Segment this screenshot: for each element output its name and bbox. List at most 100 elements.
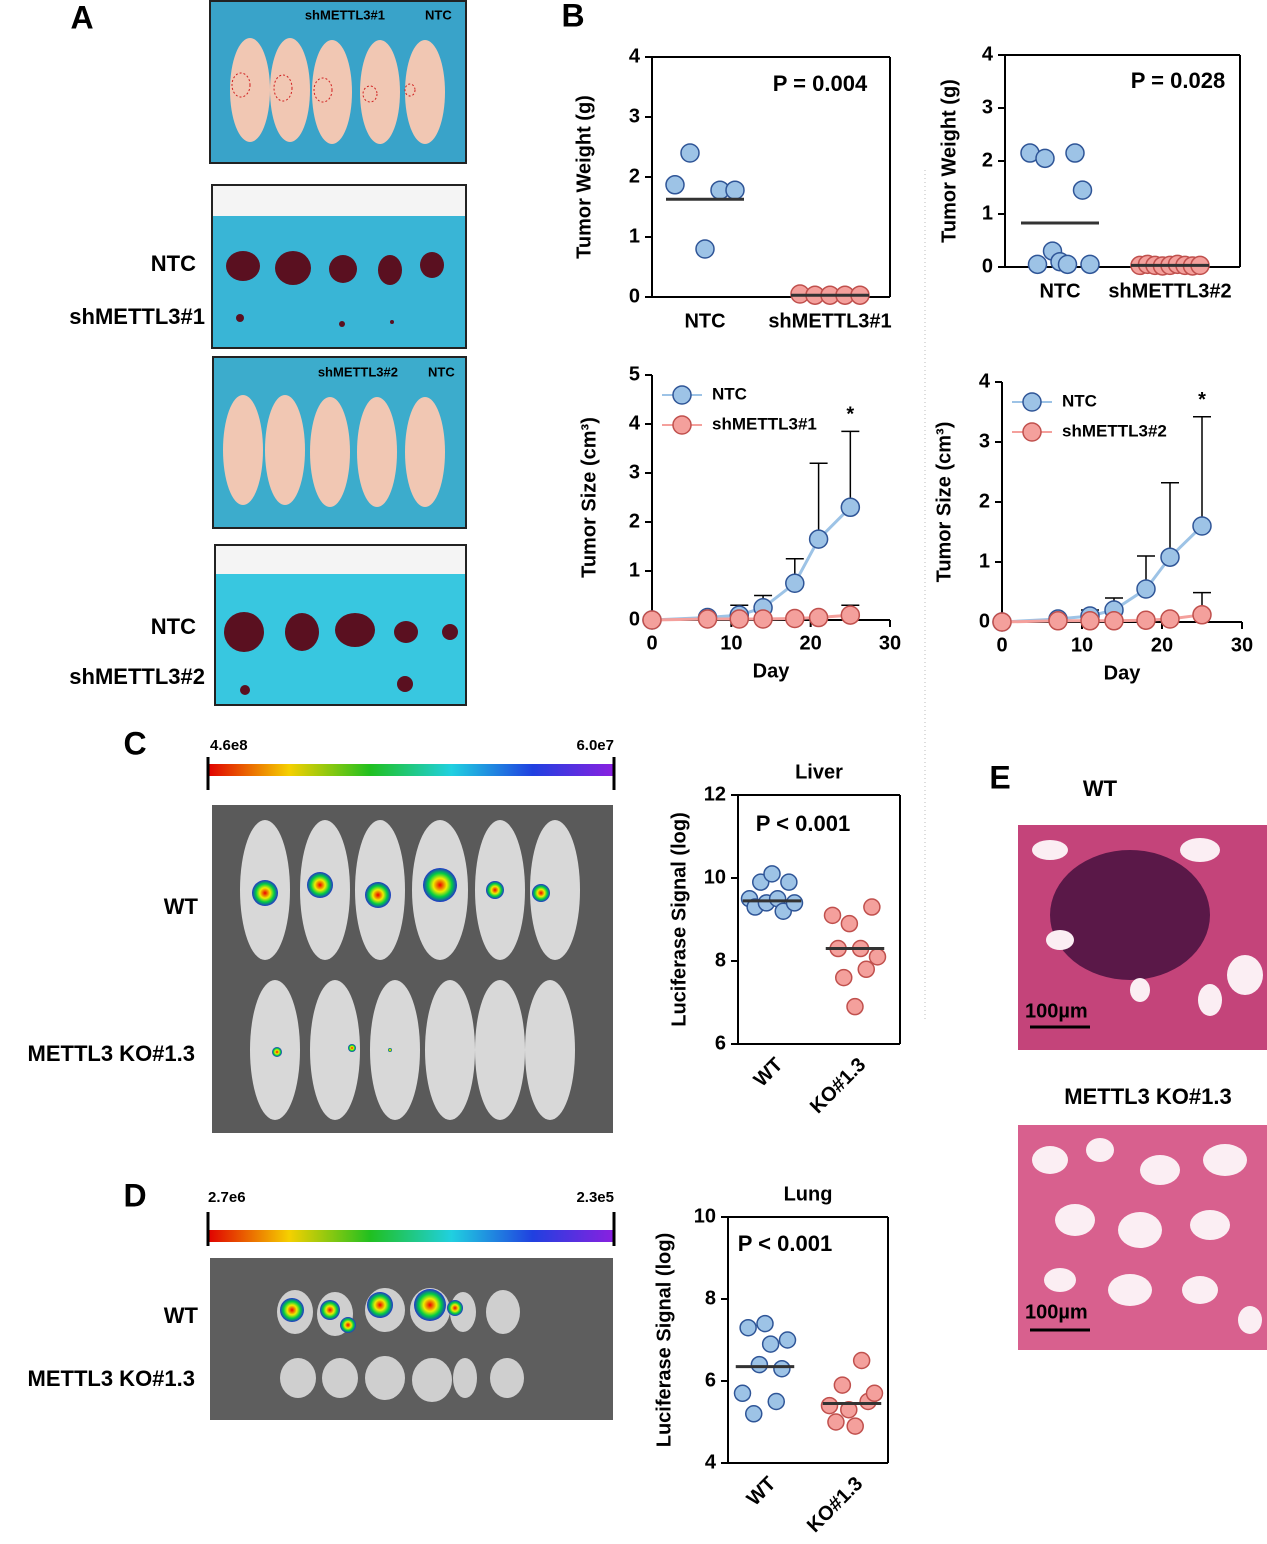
data-point bbox=[1080, 254, 1100, 275]
data-point bbox=[833, 1376, 852, 1394]
data-point bbox=[680, 143, 700, 163]
x-tick-label: 0 bbox=[646, 632, 657, 654]
data-point bbox=[1027, 254, 1048, 275]
p-value: P < 0.001 bbox=[756, 811, 850, 836]
data-point bbox=[1035, 148, 1055, 169]
data-point bbox=[840, 914, 859, 933]
y-tick-label: 3 bbox=[979, 430, 990, 452]
x-tick-label: KO#1.3 bbox=[806, 1054, 870, 1118]
photo-legend: shMETTL3#1 bbox=[305, 7, 385, 22]
y-tick-label: 1 bbox=[629, 225, 640, 247]
data-point bbox=[1104, 611, 1124, 631]
x-tick-label: shMETTL3#2 bbox=[1108, 280, 1231, 302]
data-point bbox=[642, 610, 662, 630]
photo-imaging-lung bbox=[210, 1258, 613, 1420]
data-point bbox=[1136, 610, 1156, 630]
y-tick-label: 1 bbox=[982, 202, 993, 224]
y-tick-label: 6 bbox=[705, 1369, 716, 1391]
row-label: NTC bbox=[151, 251, 196, 276]
x-tick-label: 30 bbox=[1231, 634, 1253, 656]
data-point bbox=[745, 1405, 763, 1423]
y-tick-label: 1 bbox=[979, 550, 990, 572]
row-label: WT bbox=[164, 1303, 199, 1328]
scale-label: 2.3e5 bbox=[576, 1189, 614, 1206]
x-axis-label: Day bbox=[1104, 662, 1142, 684]
x-tick-label: 20 bbox=[1151, 634, 1173, 656]
data-point bbox=[733, 1384, 752, 1403]
row-label: shMETTL3#1 bbox=[69, 304, 205, 329]
photo-imaging-liver bbox=[212, 805, 613, 1133]
data-point bbox=[840, 497, 861, 518]
data-point bbox=[863, 898, 881, 916]
x-tick-label: 0 bbox=[996, 634, 1007, 656]
color-bar bbox=[206, 1212, 616, 1246]
data-point bbox=[763, 865, 781, 883]
y-tick-label: 2 bbox=[982, 149, 993, 171]
data-point bbox=[1065, 143, 1085, 163]
significance: * bbox=[1198, 389, 1206, 411]
data-point bbox=[1136, 579, 1156, 599]
y-tick-label: 8 bbox=[715, 949, 726, 971]
row-label: METTL3 KO#1.3 bbox=[28, 1366, 195, 1391]
data-point bbox=[1072, 180, 1093, 200]
legend-label: NTC bbox=[1062, 391, 1097, 410]
data-point bbox=[778, 1331, 797, 1349]
scale-bar-label: 100µm bbox=[1025, 1301, 1088, 1323]
series-line bbox=[1001, 524, 1204, 624]
y-tick-label: 4 bbox=[629, 45, 641, 67]
panel-label: B bbox=[561, 0, 584, 33]
chart-title: Liver bbox=[795, 761, 843, 783]
photo-histology-wt bbox=[1018, 825, 1267, 1050]
y-tick-label: 12 bbox=[704, 783, 726, 805]
data-point bbox=[665, 175, 685, 195]
y-tick-label: 3 bbox=[629, 461, 640, 483]
y-tick-label: 6 bbox=[715, 1032, 726, 1054]
legend-label: NTC bbox=[712, 384, 747, 403]
p-value: P = 0.004 bbox=[773, 71, 868, 96]
data-point bbox=[761, 1335, 780, 1353]
scale-bar-label: 100µm bbox=[1025, 1000, 1088, 1022]
data-point bbox=[780, 873, 798, 891]
data-point bbox=[823, 906, 842, 925]
data-point bbox=[753, 609, 773, 629]
y-tick-label: 0 bbox=[629, 608, 640, 630]
y-axis-label: Tumor Size (cm³) bbox=[933, 422, 955, 583]
data-point bbox=[857, 960, 875, 979]
data-point bbox=[835, 968, 853, 987]
data-point bbox=[808, 529, 829, 549]
data-point bbox=[1080, 611, 1100, 631]
y-axis-label: Tumor Weight (g) bbox=[938, 79, 960, 243]
data-point bbox=[992, 612, 1012, 632]
histology-title: WT bbox=[1083, 776, 1118, 801]
y-axis-label: Tumor Size (cm³) bbox=[578, 417, 600, 578]
legend-marker bbox=[672, 385, 692, 405]
legend-marker bbox=[1022, 392, 1042, 412]
photo-mice-2: shMETTL3#2 NTC bbox=[212, 356, 467, 529]
data-point bbox=[846, 1417, 864, 1435]
significance: * bbox=[846, 404, 854, 426]
data-point bbox=[1160, 547, 1180, 567]
y-tick-label: 2 bbox=[979, 490, 990, 512]
y-tick-label: 4 bbox=[979, 370, 991, 392]
photo-tumors-2 bbox=[214, 544, 467, 706]
y-axis-label: Luciferase Signal (log) bbox=[653, 1233, 675, 1447]
y-tick-label: 4 bbox=[629, 412, 641, 434]
data-point bbox=[725, 180, 745, 200]
data-point bbox=[697, 609, 718, 629]
panel-label: E bbox=[989, 759, 1010, 795]
panel-label: C bbox=[123, 725, 146, 761]
y-axis-label: Luciferase Signal (log) bbox=[668, 812, 690, 1026]
x-tick-label: NTC bbox=[684, 310, 725, 332]
x-tick-label: WT bbox=[743, 1473, 781, 1511]
legend-marker bbox=[1022, 422, 1042, 442]
data-point bbox=[868, 948, 887, 966]
data-point bbox=[785, 573, 805, 593]
row-label: NTC bbox=[151, 614, 196, 639]
photo-mice-1: shMETTL3#1 NTC bbox=[209, 0, 467, 164]
x-tick-label: KO#1.3 bbox=[803, 1473, 867, 1537]
data-point bbox=[739, 1318, 757, 1337]
scale-label: 2.7e6 bbox=[208, 1189, 246, 1206]
y-tick-label: 10 bbox=[694, 1205, 716, 1227]
data-point bbox=[1057, 254, 1078, 275]
